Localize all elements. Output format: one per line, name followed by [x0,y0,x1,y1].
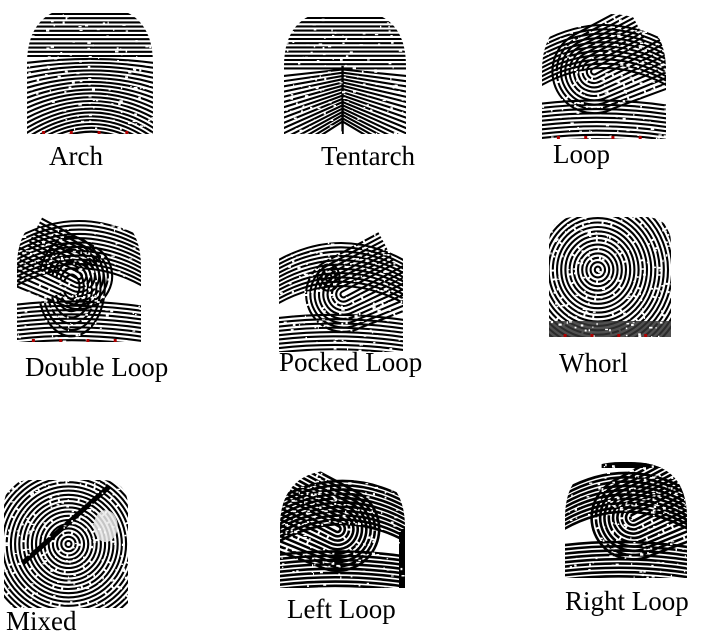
fingerprint-right-loop [565,462,687,578]
label-pocked-loop: Pocked Loop [279,347,423,377]
fingerprint-mixed [4,480,128,608]
fingerprint-double-loop [17,210,141,342]
fingerprint-whorl [549,217,671,337]
label-arch: Arch [49,141,103,171]
label-mixed: Mixed [6,606,77,636]
fingerprint-pocked-loop [279,232,403,352]
fingerprint-tented-arch [284,12,406,134]
label-tentarch: Tentarch [321,141,416,171]
label-loop: Loop [553,139,610,169]
label-whorl: Whorl [559,348,628,378]
label-right-loop: Right Loop [565,586,689,616]
fingerprint-arch [27,6,153,134]
label-double-loop: Double Loop [25,352,169,382]
fingerprint-loop [542,14,666,139]
fingerprint-left-loop [280,470,405,588]
label-left-loop: Left Loop [287,594,396,624]
